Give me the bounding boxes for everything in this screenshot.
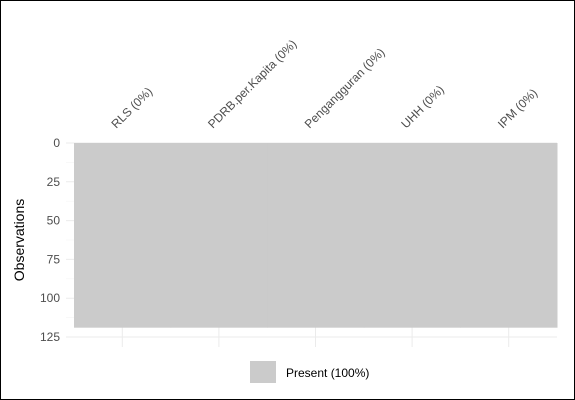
cell-pengangguran-present — [267, 143, 365, 328]
y-tick-label: 100 — [40, 291, 60, 305]
y-tick-label: 75 — [47, 252, 61, 266]
column-label: PDRB.per.Kapita (0%) — [205, 37, 299, 131]
legend-label: Present (100%) — [286, 366, 369, 380]
cell-pdrb-per-kapita-present — [170, 143, 268, 328]
legend-swatch — [250, 361, 276, 383]
y-axis-ticks: 0 25 50 75 100 125 — [40, 136, 60, 344]
cell-ipm-present — [460, 143, 558, 328]
column-label: RLS (0%) — [109, 84, 156, 131]
y-tick-label: 0 — [53, 136, 60, 150]
column-labels: RLS (0%) PDRB.per.Kapita (0%) Pengangguran… — [109, 37, 541, 131]
y-axis-title: Observations — [11, 199, 27, 281]
column-label: UHH (0%) — [398, 83, 447, 132]
y-tick-label: 50 — [47, 214, 61, 228]
y-tick-label: 125 — [40, 330, 60, 344]
cell-rls-present — [74, 143, 172, 328]
column-label: IPM (0%) — [495, 86, 540, 131]
legend: Present (100%) — [250, 361, 369, 383]
column-label: Pengangguran (0%) — [302, 45, 388, 131]
y-tick-label: 25 — [47, 175, 61, 189]
cell-uhh-present — [363, 143, 461, 328]
data-cells — [74, 143, 558, 328]
